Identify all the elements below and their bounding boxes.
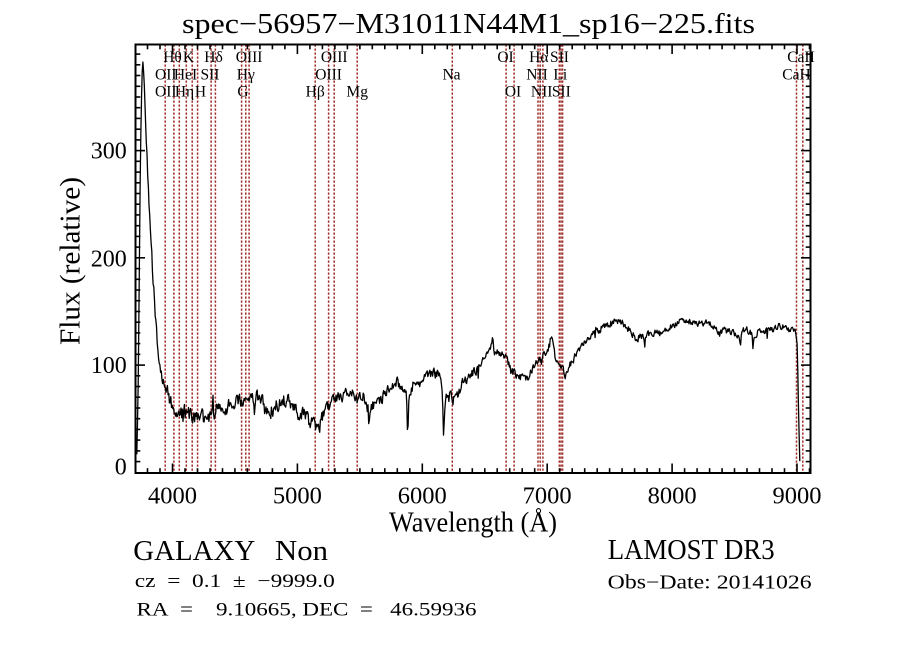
svg-text:GALAXY: GALAXY bbox=[133, 536, 255, 567]
svg-text:4000: 4000 bbox=[148, 484, 197, 510]
svg-text:SII: SII bbox=[201, 67, 220, 84]
svg-text:300: 300 bbox=[91, 139, 127, 165]
svg-text:0: 0 bbox=[115, 454, 127, 480]
svg-text:OIII: OIII bbox=[236, 49, 263, 66]
svg-text:HeI: HeI bbox=[174, 67, 197, 84]
svg-text:Hα: Hα bbox=[529, 49, 548, 66]
svg-text:Hθ: Hθ bbox=[163, 49, 182, 66]
svg-text:200: 200 bbox=[91, 246, 127, 272]
svg-text:Obs−Date: 20141026: Obs−Date: 20141026 bbox=[608, 572, 812, 593]
svg-text:Hγ: Hγ bbox=[237, 67, 255, 84]
svg-text:OII: OII bbox=[155, 84, 177, 101]
svg-text:K: K bbox=[183, 49, 195, 66]
svg-text:Na: Na bbox=[442, 67, 460, 84]
svg-text:OIII: OIII bbox=[321, 49, 348, 66]
svg-text:Hβ: Hβ bbox=[306, 84, 325, 101]
svg-text:5000: 5000 bbox=[273, 484, 322, 510]
svg-text:NII: NII bbox=[526, 67, 548, 84]
svg-text:NII: NII bbox=[531, 84, 553, 101]
svg-text:H: H bbox=[195, 84, 206, 101]
svg-text:Hη: Hη bbox=[175, 84, 194, 101]
svg-text:SII: SII bbox=[550, 49, 569, 66]
svg-text:Li: Li bbox=[553, 67, 567, 84]
svg-text:Mg: Mg bbox=[346, 84, 368, 101]
svg-text:7000: 7000 bbox=[523, 484, 572, 510]
svg-text:Hδ: Hδ bbox=[204, 49, 223, 66]
svg-text:OII: OII bbox=[155, 67, 177, 84]
svg-text:9000: 9000 bbox=[773, 484, 822, 510]
svg-text:spec−56957−M31011N44M1_sp16−22: spec−56957−M31011N44M1_sp16−225.fits bbox=[182, 9, 755, 40]
svg-text:RA = 9.10665, DEC = 46.: RA = 9.10665, DEC = 46.59936 bbox=[137, 599, 477, 620]
svg-text:6000: 6000 bbox=[398, 484, 447, 510]
svg-text:8000: 8000 bbox=[648, 484, 697, 510]
svg-text:OI: OI bbox=[497, 49, 513, 66]
svg-text:OI: OI bbox=[505, 84, 521, 101]
svg-text:G: G bbox=[237, 84, 248, 101]
svg-text:SII: SII bbox=[552, 84, 571, 101]
svg-text:Wavelength (Å): Wavelength (Å) bbox=[389, 508, 557, 539]
svg-text:Non: Non bbox=[275, 536, 328, 567]
svg-text:Flux (relative): Flux (relative) bbox=[56, 177, 87, 345]
svg-text:100: 100 bbox=[91, 353, 127, 379]
svg-text:cz = 0.1 ± −9999.0: cz = 0.1 ± −9999.0 bbox=[135, 571, 335, 592]
svg-text:OIII: OIII bbox=[315, 67, 342, 84]
svg-text:CaH: CaH bbox=[782, 67, 810, 84]
svg-text:LAMOST DR3: LAMOST DR3 bbox=[608, 535, 775, 566]
svg-text:CaII: CaII bbox=[787, 49, 815, 66]
